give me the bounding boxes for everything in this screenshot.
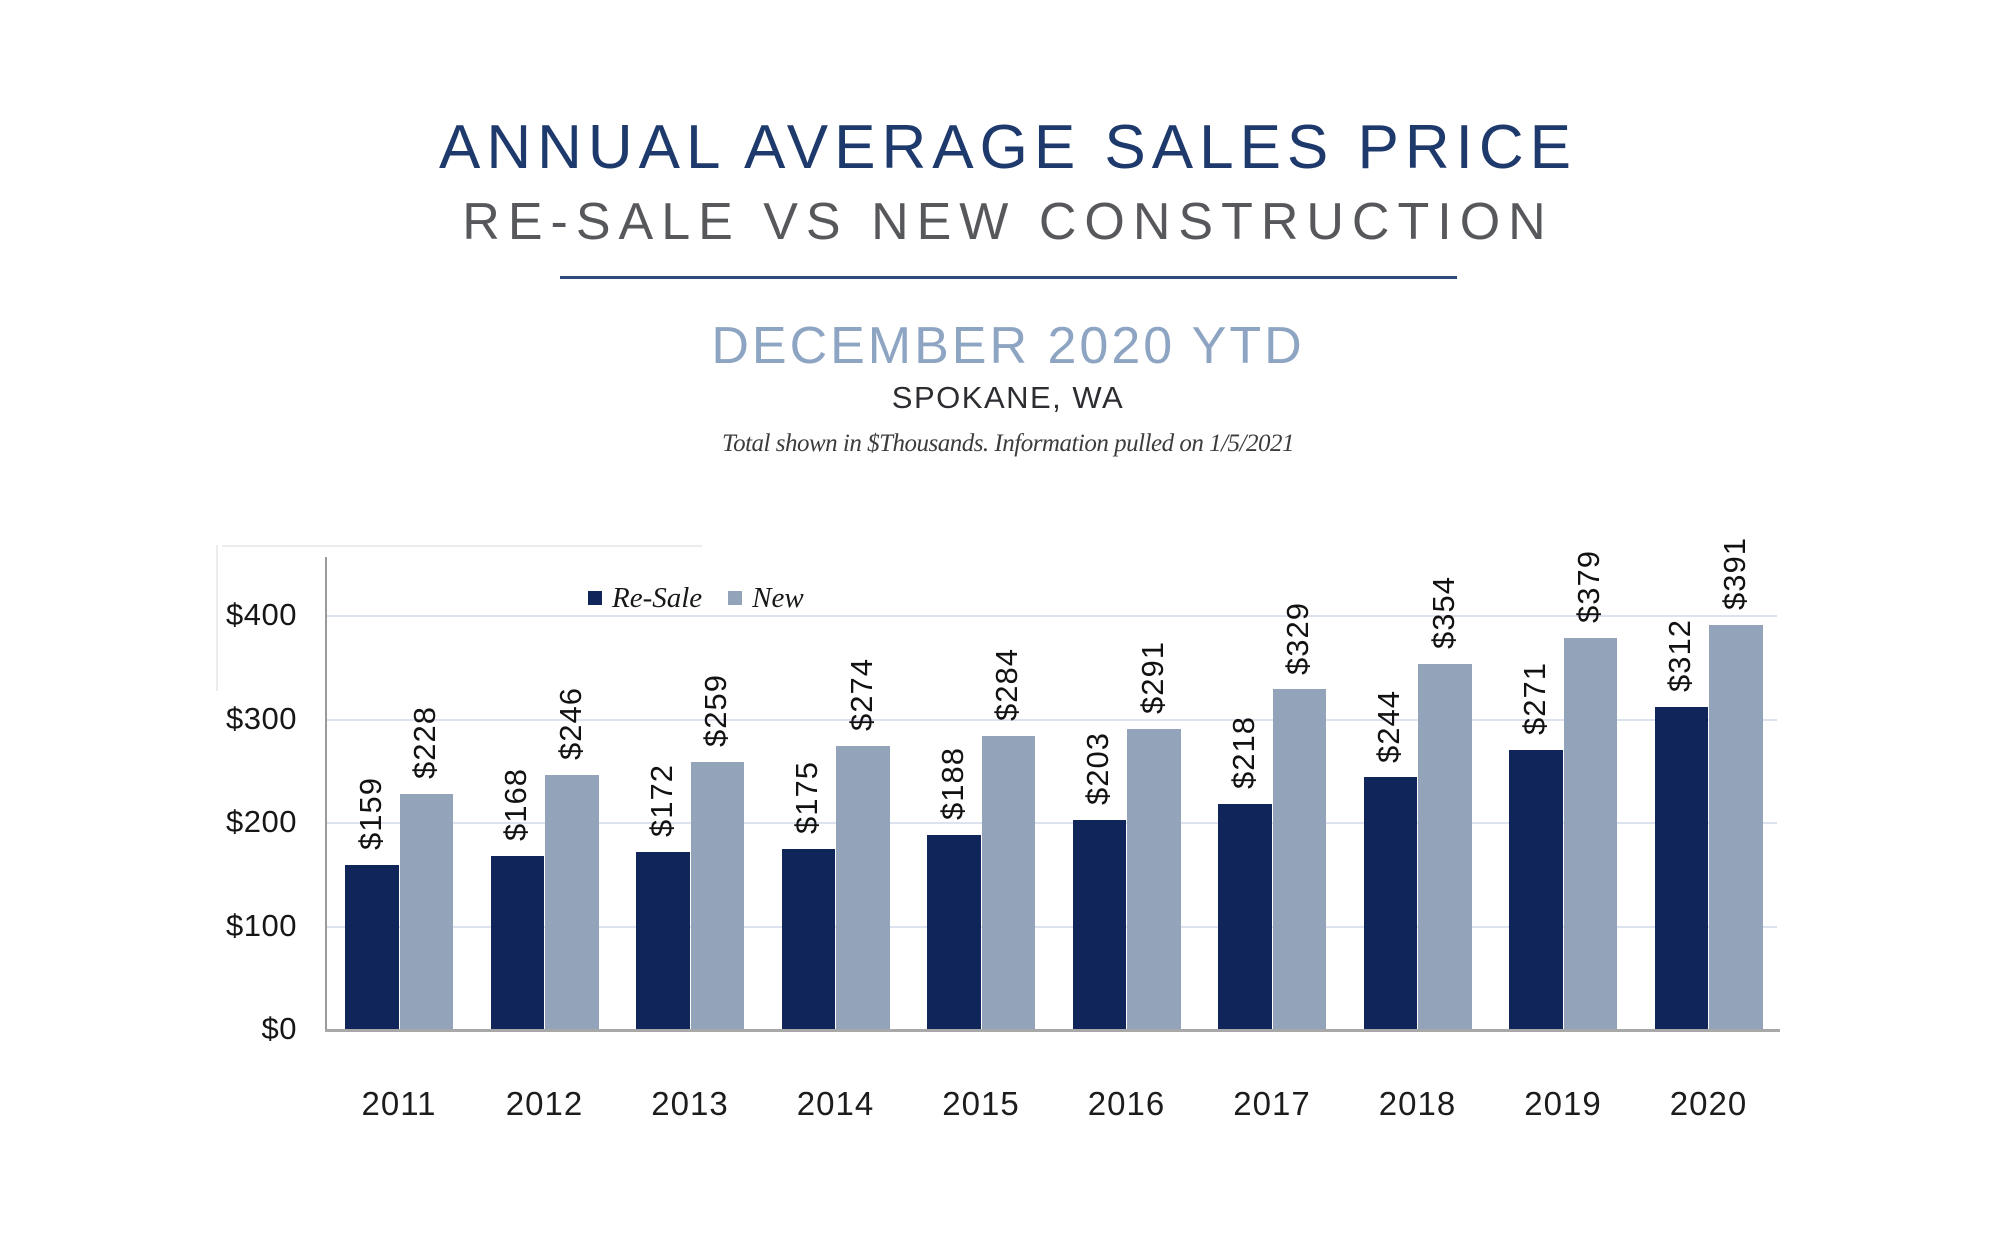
y-axis-line	[325, 557, 327, 1030]
bar-resale-2018	[1363, 777, 1417, 1030]
y-tick-label-300: $300	[226, 700, 297, 736]
footnote: Total shown in $Thousands. Information p…	[721, 430, 1295, 457]
x-tick-label-2016: 2016	[1087, 1085, 1166, 1122]
bar-value-label-new-2017: $329	[1280, 601, 1316, 675]
bar-value-label-resale-2012: $168	[498, 768, 534, 842]
bar-new-2012	[545, 775, 599, 1030]
resale-legend-swatch	[588, 591, 602, 605]
legend-label-resale: Re-Sale	[612, 581, 703, 614]
bar-new-2014	[836, 746, 890, 1030]
x-tick-label-2014: 2014	[796, 1085, 875, 1122]
x-tick-label-2020: 2020	[1669, 1085, 1748, 1122]
bar-value-label-new-2015: $284	[989, 648, 1025, 722]
gridline-100	[327, 925, 1777, 928]
gridline-400	[327, 615, 1777, 617]
bar-value-label-resale-2020: $312	[1662, 619, 1698, 693]
bar-new-2013	[690, 761, 744, 1030]
gridline-300	[327, 718, 1777, 721]
x-tick-label-2012: 2012	[505, 1085, 584, 1122]
bar-resale-2012	[490, 856, 544, 1030]
bar-value-label-resale-2015: $188	[934, 747, 970, 821]
legend-label-new: New	[752, 581, 804, 614]
bar-value-label-new-2012: $246	[552, 687, 588, 761]
new-legend-swatch	[728, 591, 743, 605]
chart-legend: Re-Sale New	[588, 582, 804, 615]
bar-value-label-resale-2017: $218	[1225, 716, 1261, 790]
bar-resale-2016	[1072, 819, 1126, 1030]
x-tick-label-2019: 2019	[1524, 1085, 1602, 1122]
bar-value-label-new-2013: $259	[698, 673, 734, 747]
bar-resale-2017	[1218, 804, 1272, 1030]
x-tick-label-2011: 2011	[361, 1085, 437, 1122]
report-period: DECEMBER 2020 YTD	[711, 317, 1305, 375]
bar-resale-2019	[1509, 749, 1563, 1030]
bar-resale-2020	[1654, 707, 1708, 1030]
bar-value-label-new-2020: $391	[1716, 537, 1752, 611]
x-tick-label-2015: 2015	[942, 1085, 1020, 1122]
y-tick-label-100: $100	[226, 907, 297, 943]
bar-new-2020	[1709, 625, 1763, 1030]
bar-new-2015	[981, 736, 1035, 1030]
legend-item-new: New	[728, 582, 804, 615]
bar-value-label-new-2011: $228	[407, 706, 443, 780]
report-location: SPOKANE, WA	[891, 380, 1125, 415]
bar-value-label-new-2014: $274	[843, 658, 879, 732]
bar-value-label-new-2016: $291	[1134, 640, 1170, 714]
x-tick-label-2017: 2017	[1233, 1085, 1311, 1122]
y-tick-label-0: $0	[261, 1011, 297, 1046]
bar-new-2018	[1418, 663, 1472, 1030]
bar-resale-2011	[345, 865, 399, 1030]
bar-value-label-resale-2018: $244	[1371, 689, 1407, 763]
page-title: ANNUAL AVERAGE SALES PRICE	[438, 113, 1577, 182]
bar-resale-2015	[927, 835, 981, 1030]
bar-new-2016	[1127, 728, 1181, 1030]
bar-new-2019	[1563, 637, 1617, 1030]
x-tick-label-2013: 2013	[651, 1085, 729, 1122]
y-tick-label-400: $400	[226, 597, 297, 632]
legend-item-resale: Re-Sale	[588, 582, 702, 615]
y-tick-label-200: $200	[226, 804, 297, 839]
gridline-200	[327, 822, 1777, 824]
bar-value-label-new-2018: $354	[1425, 575, 1461, 649]
chart-frame-left-line	[216, 545, 218, 691]
page-subtitle: RE-SALE VS NEW CONSTRUCTION	[462, 193, 1554, 251]
x-axis-line	[325, 1029, 1780, 1032]
bar-value-label-resale-2016: $203	[1080, 731, 1116, 805]
bar-value-label-resale-2019: $271	[1516, 661, 1552, 735]
bar-new-2011	[399, 794, 453, 1030]
chart-frame-top-line	[222, 545, 702, 547]
bar-value-label-resale-2014: $175	[789, 760, 825, 834]
bar-resale-2013	[636, 851, 690, 1030]
header-divider	[560, 276, 1457, 279]
bar-value-label-new-2019: $379	[1571, 549, 1607, 623]
bar-new-2017	[1272, 689, 1326, 1030]
bar-value-label-resale-2011: $159	[352, 777, 388, 851]
bar-value-label-resale-2013: $172	[643, 764, 679, 837]
x-tick-label-2018: 2018	[1378, 1085, 1457, 1122]
bar-resale-2014	[781, 848, 835, 1030]
